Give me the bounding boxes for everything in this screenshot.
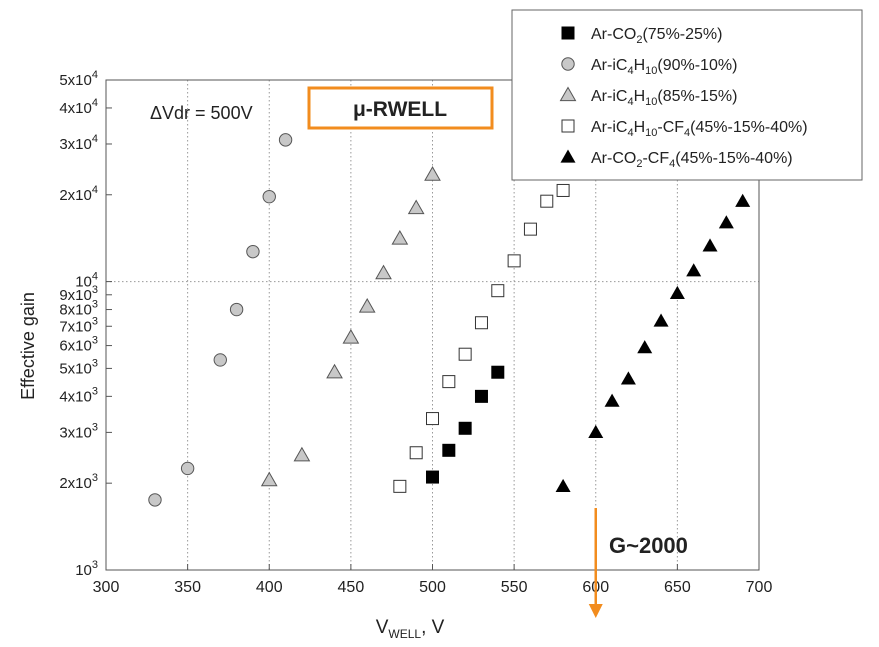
legend-marker (559, 86, 577, 102)
legend-marker (560, 149, 576, 163)
y-tick-label: 6x103 (59, 335, 98, 355)
x-tick-label: 650 (664, 579, 691, 596)
data-point (358, 297, 376, 313)
legend-label: Ar-CO2(75%-25%) (591, 26, 722, 46)
x-tick-label: 450 (338, 579, 365, 596)
data-point (426, 412, 439, 426)
data-point (442, 443, 456, 457)
data-point (342, 328, 360, 344)
data-point (458, 347, 472, 361)
series-1 (426, 365, 505, 484)
series-4 (393, 183, 570, 493)
data-point (637, 340, 653, 354)
legend-marker (561, 57, 575, 71)
axis-ticks: 3003504004505005506006507001032x1033x103… (59, 69, 772, 596)
detector-label: μ-RWELL (353, 98, 447, 121)
data-point (213, 353, 227, 367)
data-point (409, 446, 423, 460)
data-point (326, 363, 343, 379)
detector-label-box (307, 86, 494, 130)
gain-marker-label: G~2000 (609, 533, 688, 558)
legend: Ar-CO2(75%-25%) Ar-iC4H10(90%-10%) Ar-iC4H… (511, 9, 863, 181)
y-tick-label: 4x104 (59, 97, 98, 117)
data-point (604, 393, 620, 407)
x-tick-label: 350 (174, 579, 201, 596)
data-point (458, 421, 472, 435)
data-point (620, 371, 636, 385)
legend-label: Ar-iC4H10(85%-15%) (591, 88, 737, 108)
series-2 (148, 133, 293, 507)
data-point (555, 478, 571, 492)
data-point (278, 133, 293, 147)
data-point (718, 215, 734, 229)
x-tick-label: 700 (746, 579, 773, 596)
data-point (229, 302, 244, 317)
y-tick-label: 7x103 (59, 315, 98, 335)
data-point (262, 189, 276, 204)
x-tick-label: 500 (419, 579, 446, 596)
y-tick-label: 8x103 (59, 299, 98, 319)
y-tick-label: 5x104 (59, 69, 98, 89)
legend-label: Ar-iC4H10(90%-10%) (591, 57, 737, 77)
y-tick-label: 3x104 (59, 133, 98, 153)
arrow-head (588, 604, 603, 618)
y-tick-label: 4x103 (59, 385, 98, 405)
data-point (556, 183, 570, 197)
x-tick-label: 400 (256, 579, 283, 596)
data-point (702, 238, 718, 252)
data-point (393, 479, 407, 493)
data-point (540, 194, 554, 208)
legend-label: Ar-CO2-CF4(45%-15%-40%) (591, 150, 793, 170)
y-axis-label: Effective gain (18, 292, 38, 400)
dvdr-annotation: ΔVdr = 500V (150, 103, 253, 123)
x-tick-label: 300 (93, 579, 120, 596)
data-point (588, 424, 604, 439)
y-tick-label: 2x104 (59, 184, 98, 204)
legend-label: Ar-iC4H10-CF4(45%-15%-40%) (591, 119, 808, 139)
data-point (180, 461, 195, 476)
data-point (474, 316, 488, 330)
y-tick-label: 103 (75, 559, 98, 579)
legend-marker (561, 119, 575, 133)
data-point (293, 446, 311, 462)
data-point (507, 254, 521, 268)
data-point (391, 230, 409, 245)
x-tick-label: 550 (501, 579, 528, 596)
data-point (246, 244, 260, 259)
x-axis-label: VWELL, V (376, 617, 445, 641)
y-tick-label: 5x103 (59, 357, 98, 377)
data-point (523, 222, 537, 236)
data-points (148, 133, 751, 507)
data-point (442, 375, 456, 389)
data-point (491, 365, 505, 379)
data-point (653, 313, 669, 327)
gain-threshold-arrow (588, 508, 603, 618)
series-5 (555, 193, 751, 492)
y-tick-label: 3x103 (59, 421, 98, 441)
y-tick-label: 9x103 (59, 284, 98, 304)
data-point (735, 193, 751, 207)
data-point (669, 285, 685, 300)
y-tick-label: 2x103 (59, 472, 98, 492)
grid-lines (106, 80, 759, 570)
data-point (375, 264, 392, 280)
data-point (407, 199, 425, 215)
data-point (424, 166, 441, 181)
y-tick-label: 104 (75, 271, 98, 291)
legend-marker (561, 26, 575, 40)
data-point (426, 470, 439, 484)
data-point (260, 471, 278, 487)
data-point (686, 263, 702, 277)
data-point (474, 389, 488, 403)
data-point (491, 284, 505, 298)
series-3 (260, 166, 441, 487)
data-point (148, 493, 162, 507)
